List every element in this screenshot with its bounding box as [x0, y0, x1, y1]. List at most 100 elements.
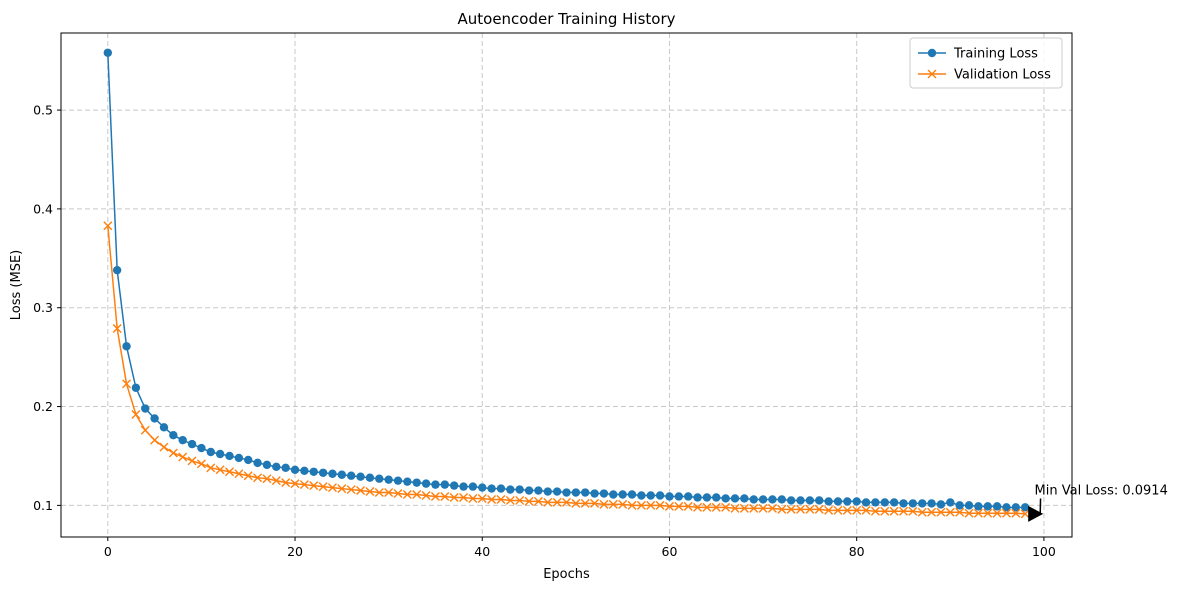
data-point	[225, 467, 234, 477]
x-tick-label: 20	[287, 544, 303, 559]
annotation-label: Min Val Loss: 0.0914	[1035, 484, 1168, 499]
data-point	[140, 425, 150, 435]
data-point	[103, 221, 113, 231]
data-point	[843, 497, 852, 506]
chart-title: Autoencoder Training History	[458, 10, 676, 28]
data-point	[861, 498, 871, 507]
data-point	[1001, 508, 1011, 518]
data-point	[880, 506, 890, 516]
series-validation-loss	[103, 221, 1030, 519]
legend-label: Training Loss	[953, 47, 1038, 62]
legend: Training Loss Validation Loss	[909, 37, 1063, 89]
data-point	[805, 496, 815, 505]
data-point	[449, 492, 459, 502]
data-point	[524, 496, 534, 506]
data-point	[122, 379, 132, 389]
data-point	[880, 498, 889, 507]
data-point	[412, 490, 422, 500]
data-point	[318, 482, 328, 492]
legend-box	[909, 37, 1063, 89]
data-point	[946, 498, 955, 507]
data-point	[618, 499, 628, 509]
data-point	[300, 466, 309, 475]
data-point	[889, 506, 899, 516]
data-point	[243, 471, 253, 481]
data-point	[375, 474, 384, 483]
data-point	[852, 497, 861, 506]
data-point	[234, 469, 244, 479]
y-tick-label: 0.4	[33, 201, 53, 216]
data-point	[496, 494, 506, 504]
data-point	[262, 460, 272, 470]
data-point	[918, 499, 927, 508]
data-point	[562, 497, 571, 507]
data-point	[1002, 503, 1011, 512]
data-point	[721, 494, 730, 503]
data-point	[468, 482, 478, 491]
data-point	[768, 495, 777, 504]
data-point	[430, 491, 440, 501]
data-point	[271, 476, 281, 486]
series-line	[107, 225, 1026, 515]
data-point	[571, 498, 581, 508]
data-point	[365, 473, 375, 482]
data-point	[637, 491, 646, 500]
data-point	[562, 488, 571, 497]
data-point	[459, 482, 468, 491]
data-point	[206, 463, 216, 473]
data-point	[309, 481, 319, 491]
data-point	[534, 486, 543, 495]
data-point	[609, 490, 618, 499]
legend-item: Validation Loss	[918, 68, 1051, 83]
data-point	[796, 504, 806, 514]
data-point	[814, 504, 824, 514]
data-point	[403, 477, 412, 486]
data-point	[655, 500, 665, 510]
data-point	[693, 502, 703, 512]
data-point	[674, 492, 684, 501]
x-tick-label: 40	[474, 544, 490, 559]
data-point	[739, 503, 749, 513]
data-point	[253, 473, 263, 483]
data-point	[487, 484, 496, 493]
y-tick-label: 0.5	[33, 103, 53, 118]
x-tick-label: 80	[849, 544, 865, 559]
legend-label: Validation Loss	[954, 68, 1051, 83]
data-point	[159, 442, 169, 452]
data-point	[487, 494, 497, 504]
data-point	[449, 481, 459, 490]
data-point	[655, 491, 665, 500]
data-point	[711, 502, 721, 512]
series-training-loss	[103, 48, 1030, 512]
data-point	[955, 507, 965, 517]
data-point	[169, 431, 178, 440]
data-point	[786, 504, 796, 514]
data-point	[234, 453, 244, 463]
data-point	[1011, 503, 1021, 512]
data-point	[131, 383, 141, 392]
data-point	[964, 508, 974, 518]
data-point	[365, 487, 375, 497]
data-point	[440, 480, 450, 489]
data-point	[225, 451, 234, 461]
data-point	[533, 496, 543, 506]
data-point	[889, 498, 899, 507]
data-point	[599, 499, 609, 509]
data-point	[459, 492, 469, 502]
data-point	[964, 501, 974, 510]
data-point	[206, 447, 215, 457]
data-point	[945, 507, 955, 517]
data-point	[346, 471, 356, 480]
data-point	[168, 448, 178, 458]
data-point	[468, 493, 478, 503]
data-point	[581, 488, 590, 497]
data-point	[515, 485, 524, 494]
x-tick-label: 0	[104, 544, 112, 559]
data-point	[777, 504, 787, 514]
data-point	[646, 500, 656, 510]
data-point	[346, 485, 356, 495]
data-point	[1020, 509, 1030, 519]
data-point	[664, 501, 674, 511]
grid	[61, 33, 1072, 537]
data-point	[393, 476, 403, 485]
